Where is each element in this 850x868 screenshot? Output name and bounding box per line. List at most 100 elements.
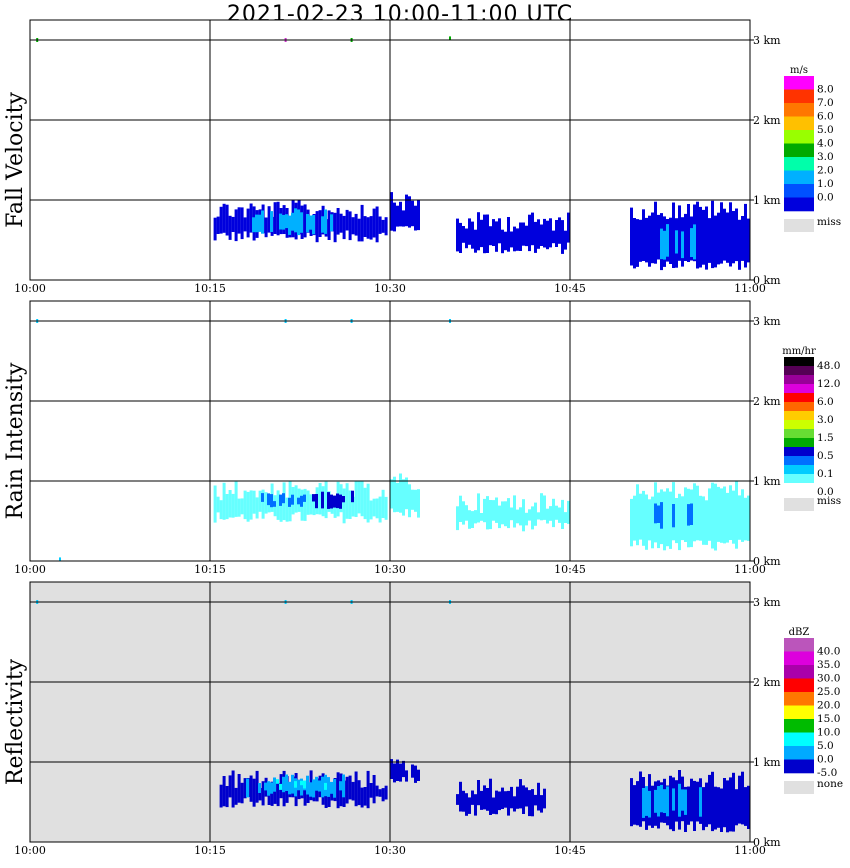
legend-label: 5.0 [817,740,834,752]
echo-core [642,788,645,818]
echo-core [258,783,261,793]
echo-column [465,228,468,249]
echo-column [684,213,687,261]
time-tick-label: 10:00 [14,282,46,295]
echo-column [534,221,537,253]
legend-label: 5.0 [817,124,834,136]
legend-swatch [784,130,814,144]
echo-core [321,776,324,798]
echo-core [267,781,270,796]
echo-column [375,206,379,243]
echo-core [261,493,264,502]
echo-column [357,481,361,514]
echo-column [546,220,549,250]
echo-column [402,760,405,778]
echo-column [399,763,402,782]
echo-column [231,216,235,232]
height-tick-label: 0 km [753,555,781,568]
echo-column [633,495,636,541]
echo-column [633,785,636,825]
echo-core [261,210,264,234]
time-tick-label: 11:00 [734,282,766,295]
echo-column [630,207,633,266]
plot-frame [29,300,751,562]
echo-column [687,204,690,262]
echo-column [546,508,549,524]
legend-label: 6.0 [817,111,834,123]
echo-column [369,500,373,520]
echo-column [477,212,480,251]
echo-column [552,230,555,244]
echo-column [381,219,385,233]
echo-column [465,793,468,816]
legend-swatch [784,456,814,466]
echo-core [309,782,312,797]
legend-label: 0.0 [817,486,834,498]
echo-column [267,206,271,233]
echo-column [456,218,459,252]
echo-column [348,211,352,241]
echo-speckle [59,557,61,562]
echo-core [339,494,342,509]
echo-core [288,781,291,795]
echo-column [363,787,367,806]
echo-column [531,789,534,817]
echo-column [273,783,277,804]
echo-column [303,783,307,806]
echo-column [216,216,220,234]
echo-column [231,770,235,808]
echo-column [552,498,555,528]
echo-column [411,489,414,510]
legend-label: 3.0 [817,151,834,163]
echo-column [249,490,253,520]
echo-column [384,785,388,800]
echo-column [537,219,540,249]
echo-column [315,211,319,243]
echo-core [300,495,303,507]
time-tick-label: 10:15 [194,563,226,576]
echo-column [642,209,645,261]
echo-column [492,797,495,814]
echo-column [324,785,328,808]
echo-column [306,490,310,515]
echo-column [357,780,361,806]
panel-title: Rain Intensity [3,362,28,519]
legend-swatch [784,89,814,104]
echo-column [378,216,382,234]
echo-column [405,477,408,510]
echo-column [747,785,750,829]
echo-column [648,215,651,267]
echo-column [510,786,513,809]
echo-core [282,776,285,793]
echo-column [360,787,364,808]
echo-core [291,212,294,231]
echo-column [249,203,253,233]
echo-column [417,199,420,231]
time-tick-label: 10:45 [554,563,586,576]
echo-column [714,483,717,551]
height-tick-label: 0 km [753,836,781,849]
echo-core [270,211,273,232]
echo-core [693,224,696,260]
echo-column [480,219,483,248]
echo-column [390,192,393,231]
echo-column [498,218,501,244]
legend-label: 3.0 [817,414,834,426]
echo-column [717,212,720,265]
echo-column [468,218,471,245]
echo-column [534,794,537,806]
echo-core [654,503,657,524]
echo-core [339,781,342,791]
echo-column [243,778,247,799]
time-tick-label: 10:45 [554,844,586,857]
echo-column [672,202,675,268]
echo-column [636,781,639,826]
echo-column [489,778,492,815]
echo-core [297,497,300,505]
echo-column [651,496,654,549]
echo-column [369,216,373,240]
echo-column [567,212,570,243]
echo-column [327,210,331,240]
echo-core [306,214,309,233]
echo-column [702,496,705,545]
